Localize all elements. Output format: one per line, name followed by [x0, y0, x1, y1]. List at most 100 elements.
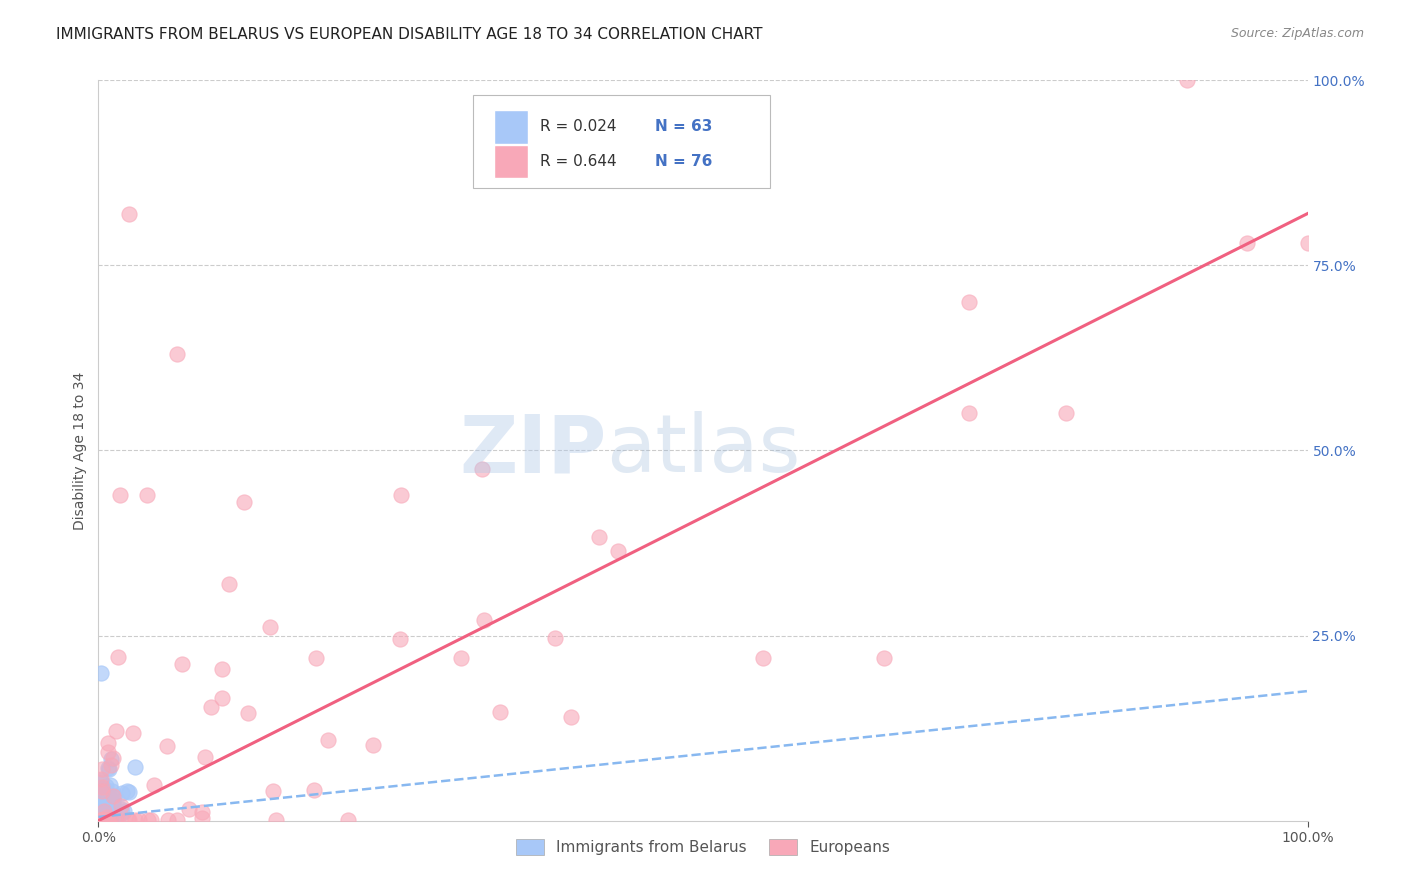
- Point: [91, 781, 114, 796]
- Point: [98, 802, 121, 816]
- Point: [89, 773, 111, 788]
- Point: [91, 762, 114, 776]
- Point: [98, 810, 121, 824]
- Point: [89, 780, 111, 794]
- Point: [264, 813, 287, 827]
- Point: [191, 805, 214, 819]
- Point: [90, 775, 112, 789]
- Point: [91, 813, 114, 827]
- Point: [94, 779, 117, 793]
- Point: [90, 813, 112, 827]
- Point: [155, 739, 177, 753]
- Point: [118, 813, 141, 827]
- Point: [90, 665, 112, 680]
- Text: N = 63: N = 63: [655, 120, 711, 135]
- Text: R = 0.644: R = 0.644: [540, 154, 616, 169]
- Point: [90, 813, 112, 827]
- Point: [259, 619, 281, 633]
- Point: [143, 778, 166, 792]
- Point: [101, 784, 124, 798]
- Point: [101, 750, 124, 764]
- Point: [87, 813, 110, 827]
- Point: [93, 810, 115, 824]
- Point: [544, 631, 567, 645]
- Point: [91, 802, 114, 816]
- Point: [179, 802, 201, 816]
- Point: [98, 778, 121, 792]
- Point: [91, 797, 114, 811]
- Point: [93, 780, 115, 795]
- Point: [157, 813, 180, 827]
- Point: [97, 813, 120, 827]
- Point: [93, 813, 115, 827]
- Point: [94, 797, 117, 812]
- Text: atlas: atlas: [606, 411, 800, 490]
- Point: [1054, 407, 1077, 421]
- Point: [104, 813, 127, 827]
- Point: [305, 650, 328, 665]
- Point: [101, 794, 124, 808]
- Point: [94, 802, 117, 816]
- Point: [389, 488, 412, 502]
- Point: [93, 803, 115, 817]
- Point: [121, 726, 143, 740]
- Point: [90, 800, 112, 814]
- Point: [336, 813, 359, 827]
- Point: [111, 786, 134, 800]
- FancyBboxPatch shape: [494, 111, 527, 144]
- Point: [103, 789, 125, 803]
- Point: [100, 813, 122, 827]
- Point: [316, 733, 339, 747]
- Point: [232, 495, 254, 509]
- Point: [361, 738, 384, 752]
- Point: [97, 735, 120, 749]
- Point: [90, 813, 112, 827]
- Point: [957, 295, 980, 310]
- Point: [112, 804, 135, 818]
- Point: [110, 798, 132, 813]
- Point: [166, 813, 188, 827]
- Point: [263, 783, 285, 797]
- Point: [90, 813, 112, 827]
- Point: [236, 706, 259, 721]
- Point: [90, 811, 112, 825]
- Point: [90, 772, 112, 787]
- Point: [607, 544, 630, 558]
- Point: [96, 810, 118, 824]
- Point: [100, 751, 122, 765]
- Point: [97, 813, 120, 827]
- Point: [166, 347, 188, 361]
- Text: IMMIGRANTS FROM BELARUS VS EUROPEAN DISABILITY AGE 18 TO 34 CORRELATION CHART: IMMIGRANTS FROM BELARUS VS EUROPEAN DISA…: [56, 27, 762, 42]
- Point: [135, 488, 157, 502]
- Point: [957, 407, 980, 421]
- Point: [96, 786, 118, 800]
- Point: [1175, 73, 1198, 87]
- Point: [87, 811, 110, 825]
- Point: [107, 649, 129, 664]
- Point: [93, 813, 115, 827]
- Point: [588, 530, 610, 544]
- Text: N = 76: N = 76: [655, 154, 711, 169]
- Point: [136, 813, 159, 827]
- Point: [101, 797, 124, 811]
- Point: [94, 811, 117, 825]
- Point: [90, 813, 112, 827]
- Point: [91, 801, 114, 815]
- Point: [117, 785, 139, 799]
- Point: [388, 632, 411, 647]
- Point: [105, 813, 128, 827]
- Point: [100, 809, 122, 823]
- Point: [110, 802, 132, 816]
- Point: [93, 787, 115, 801]
- Point: [104, 723, 127, 738]
- Point: [93, 809, 115, 823]
- Point: [90, 807, 112, 822]
- Point: [170, 657, 193, 671]
- Point: [94, 813, 117, 827]
- Point: [96, 805, 118, 820]
- Point: [97, 761, 120, 775]
- Point: [90, 780, 112, 795]
- Legend: Immigrants from Belarus, Europeans: Immigrants from Belarus, Europeans: [510, 833, 896, 861]
- Point: [94, 793, 117, 807]
- Point: [471, 462, 494, 476]
